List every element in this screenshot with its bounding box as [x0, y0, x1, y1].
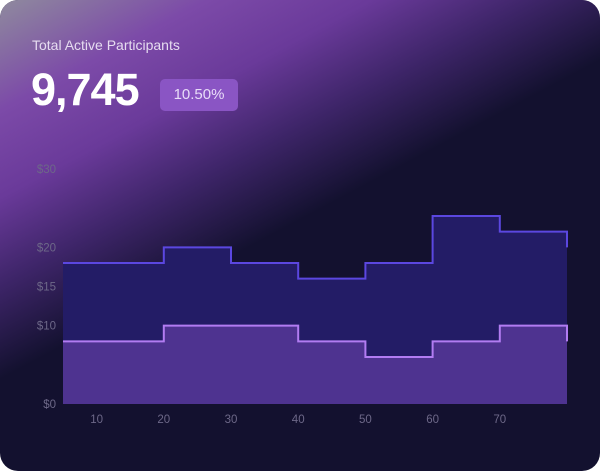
y-tick-label: $30: [37, 164, 56, 176]
participants-total: 9,745: [31, 64, 140, 115]
x-tick-label: 70: [493, 414, 506, 426]
y-tick-label: $10: [37, 321, 56, 333]
card-title: Total Active Participants: [32, 37, 180, 53]
x-tick-label: 10: [90, 414, 103, 426]
x-tick-label: 50: [359, 414, 372, 426]
y-tick-label: $0: [43, 399, 56, 411]
x-tick-label: 30: [225, 414, 238, 426]
x-tick-label: 40: [292, 414, 305, 426]
y-tick-label: $15: [37, 282, 56, 294]
series-upper-line: [63, 215, 568, 280]
y-tick-label: $20: [37, 242, 56, 254]
change-badge: 10.50%: [160, 79, 238, 111]
x-tick-label: 20: [157, 414, 170, 426]
series-lower-area: [63, 325, 567, 404]
x-tick-label: 60: [426, 414, 439, 426]
series-lower-line: [63, 324, 568, 358]
